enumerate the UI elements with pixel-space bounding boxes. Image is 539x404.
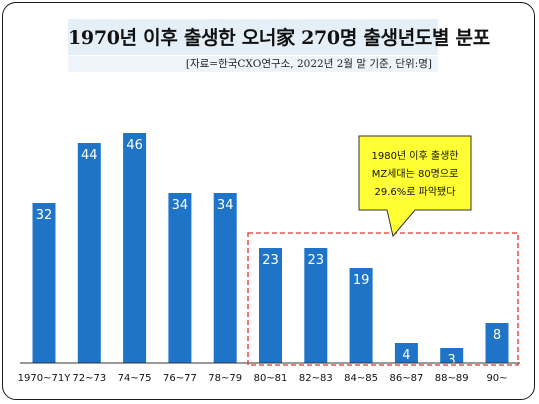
- bar-88~89: [440, 348, 464, 363]
- bar-value-label: 4: [402, 348, 410, 363]
- bar-value-label: 44: [81, 148, 98, 163]
- bar-72~73: [77, 143, 101, 363]
- bar-80~81: [259, 248, 282, 363]
- x-tick-label: 80~81: [254, 373, 288, 384]
- bar-value-label: 32: [36, 208, 53, 223]
- bar-82~83: [304, 248, 328, 363]
- bar-value-label: 46: [126, 138, 143, 153]
- x-tick-label: 78~79: [208, 373, 242, 384]
- x-tick-label: 72~73: [72, 373, 106, 384]
- bar-value-label: 3: [448, 353, 456, 368]
- tick-labels-layer: 1970~71Y 72~73 74~75 76~77 78~79 80~81 82~83 84…: [18, 373, 508, 384]
- x-tick-label: 82~83: [299, 373, 333, 384]
- source-banner: [자료=한국CXO연구소, 2022년 2월 말 기준, 단위:명]: [68, 56, 438, 72]
- chart-title: 1970년 이후 출생한 오너家 270명 출생년도별 분포: [68, 27, 490, 49]
- bar-value-label: 34: [217, 198, 234, 213]
- bar-86~87: [394, 343, 418, 363]
- bar-value-label: 8: [493, 328, 501, 343]
- bar-84~85: [349, 268, 373, 363]
- bar-78~79: [213, 193, 237, 363]
- bar-90~: [485, 323, 509, 363]
- source-note: [자료=한국CXO연구소, 2022년 2월 말 기준, 단위:명]: [185, 58, 432, 70]
- bars-layer: 32 44 46 34 34 23 23 19 4 3 8: [32, 133, 509, 368]
- bar-value-label: 23: [262, 253, 279, 268]
- title-banner: 1970년 이후 출생한 오너家 270명 출생년도별 분포: [68, 17, 490, 55]
- callout-bubble: [358, 135, 472, 238]
- x-tick-label: 86~87: [389, 373, 423, 384]
- bar-value-label: 34: [172, 198, 189, 213]
- bar-value-label: 23: [308, 253, 325, 268]
- bar-76~77: [168, 193, 192, 363]
- x-tick-label: 1970~71Y: [18, 373, 72, 384]
- bar-74~75: [123, 133, 147, 363]
- x-tick-label: 76~77: [163, 373, 197, 384]
- bar-1970~71Y: [32, 203, 56, 363]
- x-tick-label: 74~75: [118, 373, 152, 384]
- mz-highlight-box: [247, 232, 519, 366]
- callout-line-2: MZ세대는 80명으로: [372, 168, 459, 180]
- callout-line-3: 29.6%로 파악됐다: [375, 186, 456, 198]
- callout-line-1: 1980년 이후 출생한: [371, 150, 458, 162]
- bar-value-label: 19: [353, 273, 370, 288]
- x-tick-label: 84~85: [344, 373, 378, 384]
- x-tick-label: 88~89: [435, 373, 469, 384]
- x-tick-label: 90~: [486, 373, 507, 384]
